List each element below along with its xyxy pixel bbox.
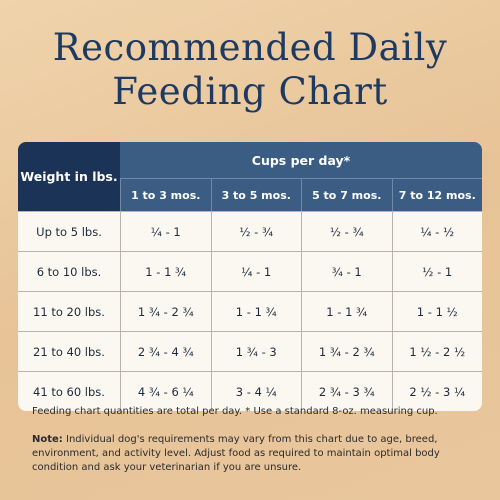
cups-cell: 2 ¾ - 3 ¾	[301, 371, 392, 411]
cups-cell: 3 - 4 ¼	[210, 371, 301, 411]
note: Note: Individual dog's requirements may …	[32, 433, 472, 475]
cups-cell: ½ - ¾	[301, 211, 392, 251]
cups-cell: 1 - 1 ¾	[301, 291, 392, 331]
weight-header: Weight in lbs.	[18, 142, 120, 211]
cups-cell: ¼ - ½	[391, 211, 482, 251]
cups-cell: ½ - ¾	[210, 211, 301, 251]
cups-cell: ¾ - 1	[301, 251, 392, 291]
cups-cell: 1 ¾ - 3	[210, 331, 301, 371]
cups-header: Cups per day*	[120, 142, 482, 178]
note-text: Individual dog's requirements may vary f…	[32, 434, 440, 473]
weight-cell: 6 to 10 lbs.	[18, 251, 120, 291]
footnote: Feeding chart quantities are total per d…	[32, 406, 438, 417]
weight-cell: 21 to 40 lbs.	[18, 331, 120, 371]
weight-cell: Up to 5 lbs.	[18, 211, 120, 251]
cups-cell: ¼ - 1	[210, 251, 301, 291]
column-header: 3 to 5 mos.	[210, 178, 301, 211]
column-header: 7 to 12 mos.	[391, 178, 482, 211]
cups-cell: 1 - 1 ½	[391, 291, 482, 331]
feeding-table: Weight in lbs. Cups per day* 1 to 3 mos.…	[18, 142, 482, 411]
cups-cell: 2 ½ - 3 ¼	[391, 371, 482, 411]
cups-cell: 1 ¾ - 2 ¾	[120, 291, 211, 331]
weight-cell: 11 to 20 lbs.	[18, 291, 120, 331]
title: Recommended Daily	[52, 26, 448, 69]
note-label: Note:	[32, 434, 63, 445]
title: Feeding Chart	[112, 70, 388, 113]
weight-cell: 41 to 60 lbs.	[18, 371, 120, 411]
cups-cell: 1 - 1 ¾	[210, 291, 301, 331]
column-header: 5 to 7 mos.	[301, 178, 392, 211]
cups-cell: ¼ - 1	[120, 211, 211, 251]
cups-cell: 2 ¾ - 4 ¾	[120, 331, 211, 371]
column-header: 1 to 3 mos.	[120, 178, 211, 211]
cups-cell: ½ - 1	[391, 251, 482, 291]
cups-cell: 4 ¾ - 6 ¼	[120, 371, 211, 411]
cups-cell: 1 - 1 ¾	[120, 251, 211, 291]
cups-cell: 1 ½ - 2 ½	[391, 331, 482, 371]
cups-cell: 1 ¾ - 2 ¾	[301, 331, 392, 371]
